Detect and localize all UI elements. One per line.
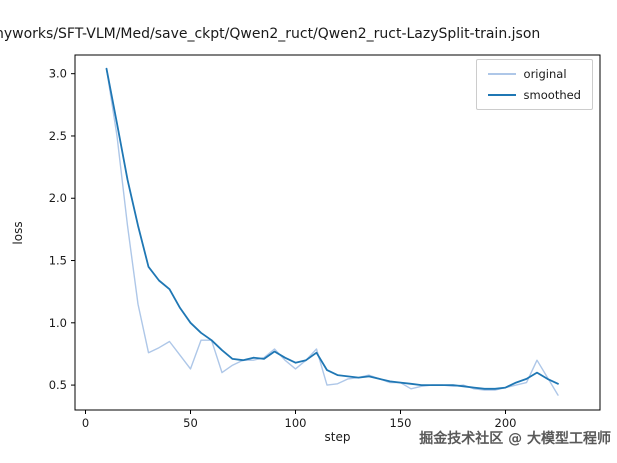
- legend-entry-original: original: [487, 67, 581, 81]
- y-tick-label: 2.5: [49, 129, 67, 143]
- y-axis-label: loss: [11, 221, 25, 245]
- x-tick-label: 150: [390, 416, 412, 430]
- legend-line-smoothed: [487, 94, 516, 96]
- y-tick-label: 3.0: [49, 67, 67, 81]
- legend-line-original: [487, 73, 516, 75]
- x-tick-label: 200: [495, 416, 517, 430]
- watermark: 掘金技术社区 @ 大模型工程师: [419, 431, 611, 447]
- series-line-smoothed: [105, 67, 559, 390]
- legend-entry-smoothed: smoothed: [487, 88, 581, 102]
- y-tick-label: 1.0: [49, 316, 67, 330]
- y-tick-label: 0.5: [49, 378, 67, 392]
- plot-border: [74, 54, 601, 411]
- series-line-original: [105, 67, 559, 396]
- chart-title: nyworks/SFT-VLM/Med/save_ckpt/Qwen2_ruct…: [0, 26, 541, 42]
- y-tick-label: 1.5: [49, 254, 67, 268]
- legend: original smoothed: [475, 59, 593, 110]
- legend-label-original: original: [523, 67, 567, 81]
- x-axis-label: step: [324, 430, 351, 444]
- legend-label-smoothed: smoothed: [523, 88, 581, 102]
- y-tick-label: 2.0: [49, 191, 67, 205]
- x-tick-label: 50: [183, 416, 198, 430]
- x-tick-label: 0: [82, 416, 89, 430]
- x-tick-label: 100: [285, 416, 307, 430]
